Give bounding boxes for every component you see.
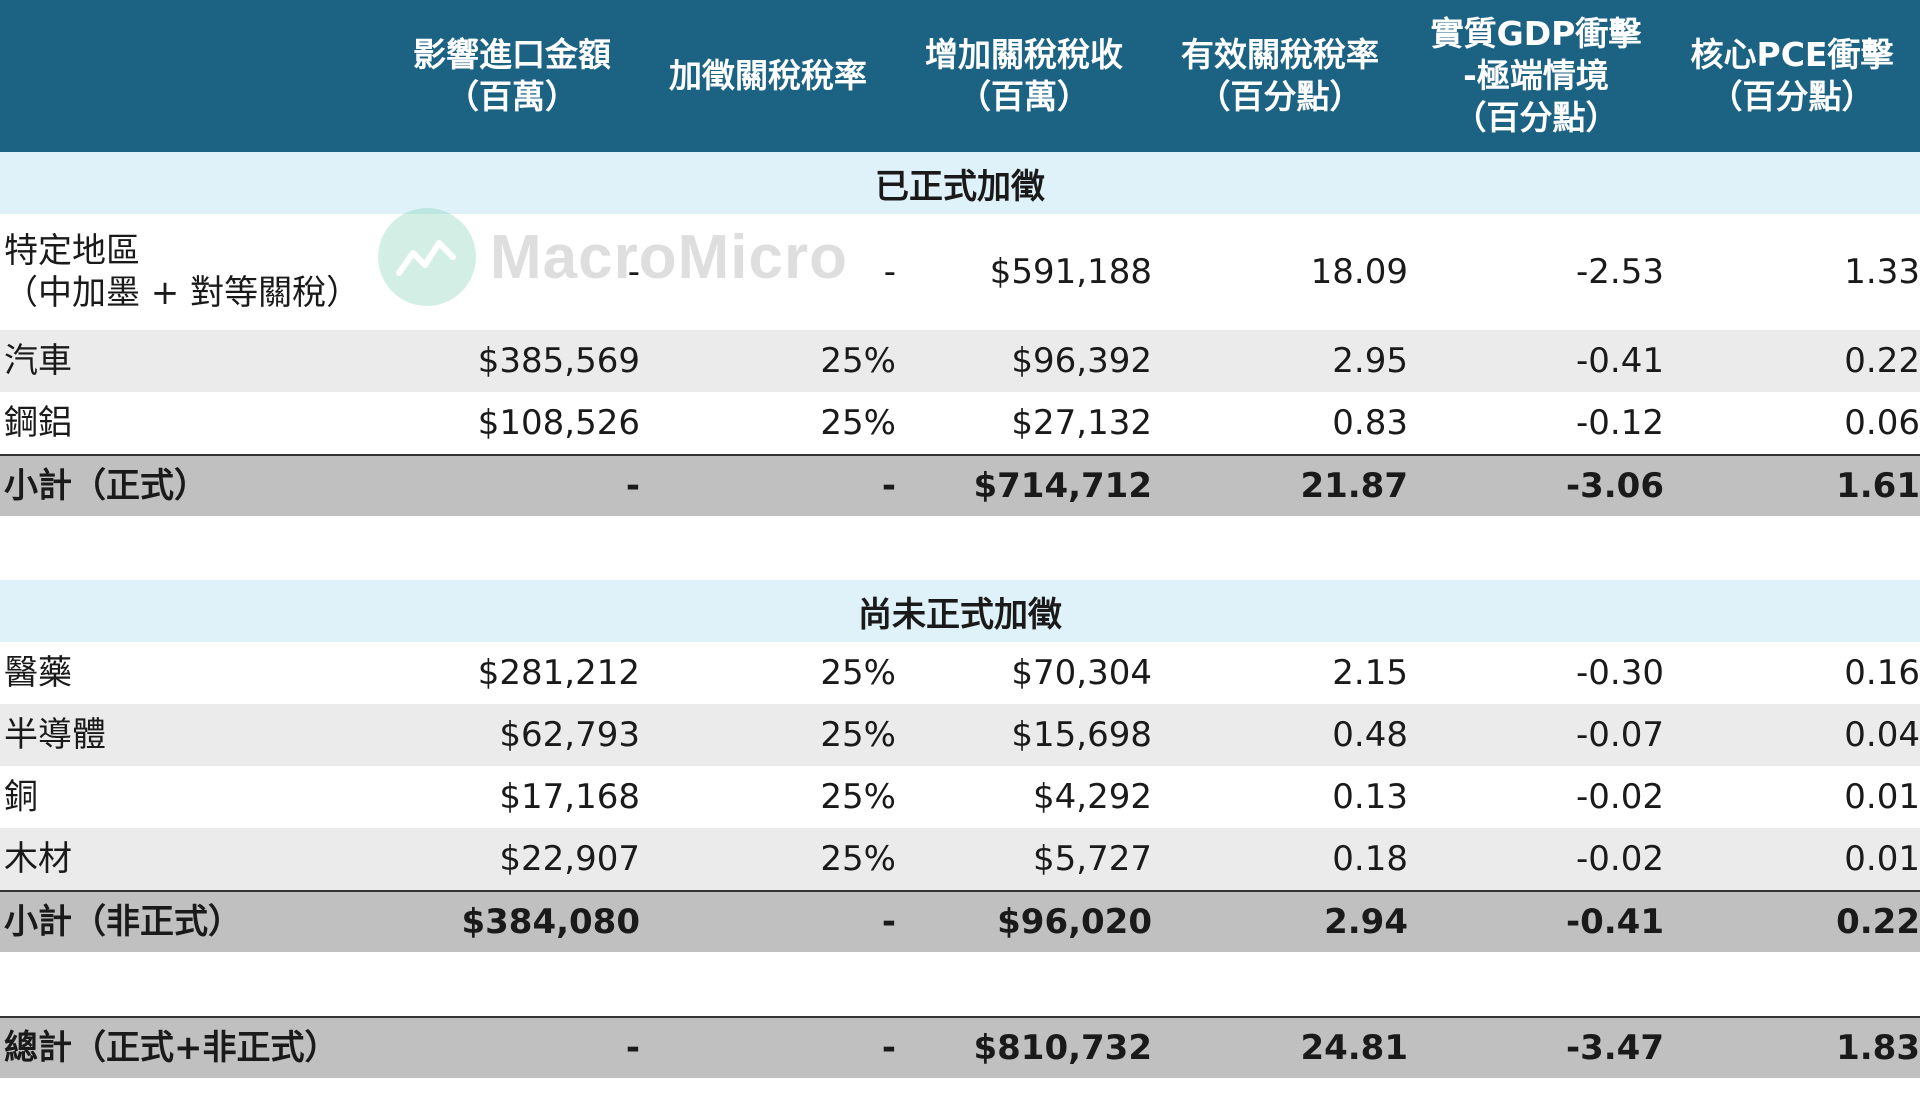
cell-effective-rate: 0.13: [1332, 777, 1408, 817]
cell-tariff-rate: -: [881, 1028, 896, 1068]
cell-tariff-revenue: $96,020: [997, 902, 1152, 942]
row-label: 木材: [4, 839, 72, 879]
grand-total-row: 總計（正式+非正式） - - $810,732 24.81 -3.47 1.83: [0, 1016, 1920, 1078]
cell-import-value: $281,212: [477, 653, 640, 693]
cell-gdp-shock: -0.02: [1576, 777, 1664, 817]
cell-effective-rate: 0.18: [1332, 839, 1408, 879]
table-row: 鋼鋁 $108,526 25% $27,132 0.83 -0.12 0.06: [0, 392, 1920, 454]
row-label: 小計（非正式）: [4, 902, 242, 942]
cell-gdp-shock: -0.12: [1576, 403, 1664, 443]
cell-gdp-shock: -0.41: [1566, 902, 1664, 942]
cell-pce-shock: 1.61: [1836, 466, 1920, 506]
cell-tariff-revenue: $4,292: [1033, 777, 1152, 817]
cell-pce-shock: 0.22: [1844, 341, 1920, 381]
cell-gdp-shock: -0.41: [1576, 341, 1664, 381]
section-spacer: [0, 952, 1920, 1016]
cell-tariff-rate: 25%: [820, 715, 896, 755]
header-tariff-revenue: 增加關稅稅收 （百萬）: [925, 35, 1123, 116]
section-spacer: [0, 516, 1920, 580]
row-label: 半導體: [4, 715, 106, 755]
cell-pce-shock: 1.33: [1844, 252, 1920, 292]
cell-pce-shock: 0.06: [1844, 403, 1920, 443]
cell-gdp-shock: -0.07: [1576, 715, 1664, 755]
cell-effective-rate: 2.95: [1332, 341, 1408, 381]
cell-tariff-revenue: $810,732: [973, 1028, 1152, 1068]
subtotal-row-imposed: 小計（正式） - - $714,712 21.87 -3.06 1.61: [0, 454, 1920, 516]
cell-tariff-rate: 25%: [820, 653, 896, 693]
row-label: 鋼鋁: [4, 403, 72, 443]
table-row: 銅 $17,168 25% $4,292 0.13 -0.02 0.01: [0, 766, 1920, 828]
cell-tariff-revenue: $96,392: [1011, 341, 1152, 381]
section-title-pending: 尚未正式加徵: [0, 580, 1920, 642]
row-label: 銅: [4, 777, 38, 817]
cell-import-value: -: [625, 1028, 640, 1068]
cell-effective-rate: 0.48: [1332, 715, 1408, 755]
row-label: 汽車: [4, 341, 72, 381]
cell-import-value: $62,793: [499, 715, 640, 755]
cell-gdp-shock: -2.53: [1576, 252, 1664, 292]
cell-gdp-shock: -3.06: [1566, 466, 1664, 506]
cell-tariff-rate: 25%: [820, 341, 896, 381]
cell-import-value: $108,526: [477, 403, 640, 443]
row-label: 特定地區 （中加墨 + 對等關稅）: [4, 231, 361, 313]
cell-import-value: $22,907: [499, 839, 640, 879]
cell-pce-shock: 0.22: [1836, 902, 1920, 942]
table-row: 半導體 $62,793 25% $15,698 0.48 -0.07 0.04: [0, 704, 1920, 766]
cell-effective-rate: 2.15: [1332, 653, 1408, 693]
cell-tariff-revenue: $70,304: [1011, 653, 1152, 693]
cell-import-value: $17,168: [499, 777, 640, 817]
cell-tariff-revenue: $5,727: [1033, 839, 1152, 879]
table-row: 醫藥 $281,212 25% $70,304 2.15 -0.30 0.16: [0, 642, 1920, 704]
cell-tariff-rate: 25%: [820, 777, 896, 817]
table-row: 木材 $22,907 25% $5,727 0.18 -0.02 0.01: [0, 828, 1920, 890]
header-gdp-shock: 實質GDP衝擊 -極端情境 （百分點）: [1430, 14, 1642, 137]
cell-tariff-revenue: $591,188: [989, 252, 1152, 292]
cell-pce-shock: 0.01: [1844, 777, 1920, 817]
cell-tariff-rate: -: [881, 466, 896, 506]
cell-import-value: -: [625, 466, 640, 506]
cell-tariff-rate: -: [881, 902, 896, 942]
cell-tariff-revenue: $27,132: [1011, 403, 1152, 443]
cell-import-value: $385,569: [477, 341, 640, 381]
cell-import-value: $384,080: [461, 902, 640, 942]
cell-tariff-revenue: $714,712: [973, 466, 1152, 506]
cell-effective-rate: 18.09: [1310, 252, 1408, 292]
cell-effective-rate: 2.94: [1324, 902, 1408, 942]
cell-pce-shock: 0.16: [1844, 653, 1920, 693]
header-pce-shock: 核心PCE衝擊 （百分點）: [1690, 35, 1894, 116]
cell-gdp-shock: -0.02: [1576, 839, 1664, 879]
cell-effective-rate: 21.87: [1300, 466, 1408, 506]
table-header: 影響進口金額 （百萬） 加徵關稅稅率 增加關稅稅收 （百萬） 有效關稅稅率 （百…: [0, 0, 1920, 152]
header-blank: [0, 0, 384, 152]
header-effective-rate: 有效關稅稅率 （百分點）: [1181, 35, 1379, 116]
cell-tariff-rate: 25%: [820, 403, 896, 443]
cell-tariff-revenue: $15,698: [1011, 715, 1152, 755]
cell-effective-rate: 0.83: [1332, 403, 1408, 443]
row-label: 小計（正式）: [4, 466, 208, 506]
cell-tariff-rate: -: [883, 252, 896, 292]
table-row: 特定地區 （中加墨 + 對等關稅） - - $591,188 18.09 -2.…: [0, 214, 1920, 330]
subtotal-row-pending: 小計（非正式） $384,080 - $96,020 2.94 -0.41 0.…: [0, 890, 1920, 952]
cell-gdp-shock: -0.30: [1576, 653, 1664, 693]
cell-effective-rate: 24.81: [1300, 1028, 1408, 1068]
section-title-imposed: 已正式加徵: [0, 152, 1920, 214]
cell-pce-shock: 0.01: [1844, 839, 1920, 879]
cell-pce-shock: 1.83: [1836, 1028, 1920, 1068]
cell-tariff-rate: 25%: [820, 839, 896, 879]
header-tariff-rate: 加徵關稅稅率: [669, 56, 867, 95]
row-label: 醫藥: [4, 653, 72, 693]
cell-gdp-shock: -3.47: [1566, 1028, 1664, 1068]
cell-pce-shock: 0.04: [1844, 715, 1920, 755]
row-label: 總計（正式+非正式）: [4, 1028, 339, 1068]
table-row: 汽車 $385,569 25% $96,392 2.95 -0.41 0.22: [0, 330, 1920, 392]
header-import-value: 影響進口金額 （百萬）: [413, 35, 611, 116]
cell-import-value: -: [627, 252, 640, 292]
